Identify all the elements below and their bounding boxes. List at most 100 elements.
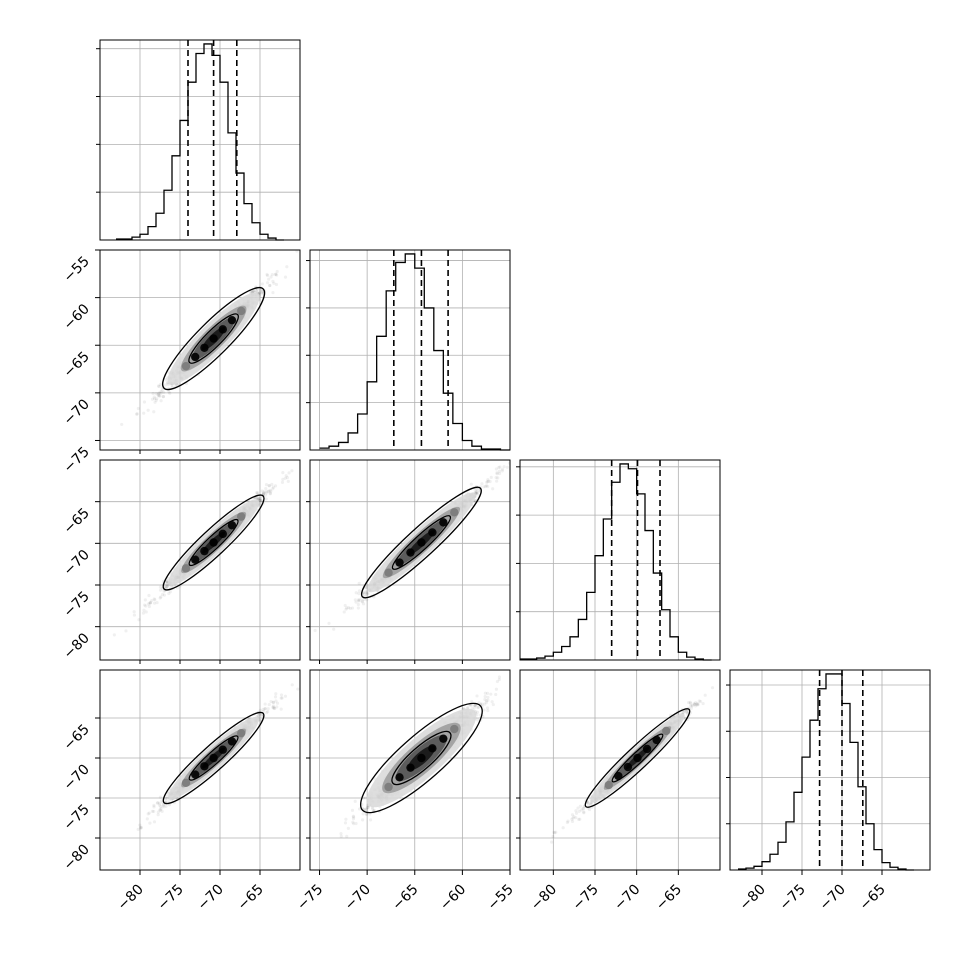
sample-point [357, 599, 361, 603]
sample-point [586, 800, 590, 805]
sample-point [482, 485, 486, 489]
contour-line-0 [188, 735, 239, 781]
sample-point [258, 288, 262, 292]
sample-point [356, 598, 361, 602]
density-dot [200, 546, 209, 556]
sample-point [274, 282, 279, 287]
contour-line-1 [359, 702, 483, 814]
sample-point [283, 694, 288, 698]
sample-point [287, 471, 291, 475]
sample-point [158, 588, 163, 592]
sample-point [135, 412, 139, 416]
sample-point [587, 803, 591, 807]
sample-point [259, 498, 263, 502]
density-dot [384, 568, 393, 577]
sample-point [574, 816, 578, 820]
sample-point [265, 491, 269, 495]
sample-point [273, 706, 277, 711]
sample-point [468, 703, 472, 707]
sample-point [365, 591, 369, 595]
sample-point [342, 610, 346, 614]
density-dot [209, 753, 218, 763]
sample-point [164, 378, 168, 382]
sample-point [570, 817, 574, 821]
sample-point [500, 467, 505, 471]
density-dot [406, 763, 415, 772]
density-dot [395, 558, 404, 567]
sample-point [486, 695, 490, 699]
sample-point [351, 814, 355, 818]
sample-point [345, 834, 349, 838]
sample-point [364, 812, 368, 816]
sample-point [357, 592, 361, 596]
sample-point [156, 810, 160, 814]
sample-point [160, 799, 164, 803]
sample-point [260, 489, 264, 493]
sample-point [275, 269, 279, 274]
sample-point [578, 817, 582, 821]
sample-point [165, 794, 169, 799]
sample-point [477, 705, 481, 709]
sample-point [137, 618, 141, 622]
sample-point [483, 697, 487, 702]
contour-line-0 [391, 515, 452, 570]
sample-point [136, 406, 140, 411]
density-dot [450, 508, 459, 517]
sample-point [469, 482, 473, 486]
contour-line-1 [360, 486, 482, 599]
sample-point [160, 592, 165, 597]
sample-point [313, 628, 317, 633]
sample-point [280, 480, 285, 484]
sample-point [255, 491, 259, 495]
density-dot [181, 361, 191, 371]
sample-point [473, 499, 477, 503]
sample-point [692, 701, 696, 706]
sample-point [261, 709, 266, 713]
sample-point [486, 709, 490, 713]
sample-point [478, 489, 482, 493]
sample-point [157, 391, 162, 395]
sample-point [265, 711, 269, 715]
sample-point [152, 601, 157, 605]
sample-point [275, 701, 280, 705]
sample-point [258, 496, 262, 500]
sample-point [361, 591, 366, 595]
density-dot [395, 773, 404, 782]
sample-point [148, 601, 152, 605]
sample-point [256, 714, 260, 718]
sample-point [485, 483, 489, 488]
sample-point [475, 710, 480, 714]
sample-point [160, 388, 164, 392]
sample-point [265, 273, 270, 278]
sample-point [156, 801, 160, 805]
panel-frame [729, 669, 931, 871]
sample-point [494, 475, 498, 480]
sample-point [357, 589, 362, 593]
sample-point [265, 272, 269, 277]
sample-point [485, 706, 490, 710]
sample-point [267, 483, 271, 488]
sample-point [159, 391, 163, 395]
density-dot [406, 548, 415, 557]
density-dot [218, 745, 227, 754]
sample-point [269, 699, 273, 704]
sample-point [142, 608, 146, 612]
sample-point [254, 496, 259, 501]
sample-point [258, 712, 262, 716]
sample-point [150, 397, 155, 401]
sample-point [139, 825, 143, 830]
sample-point [254, 289, 258, 293]
sample-point [295, 250, 299, 253]
sample-point [152, 597, 156, 601]
sample-point [156, 392, 160, 397]
sample-point [158, 808, 162, 812]
sample-point [280, 696, 284, 700]
sample-point [370, 807, 375, 811]
sample-point [251, 289, 256, 293]
sample-point [473, 489, 477, 493]
density-dot [450, 724, 459, 734]
sample-point [261, 707, 265, 711]
sample-point [142, 400, 147, 404]
sample-point [165, 579, 169, 583]
